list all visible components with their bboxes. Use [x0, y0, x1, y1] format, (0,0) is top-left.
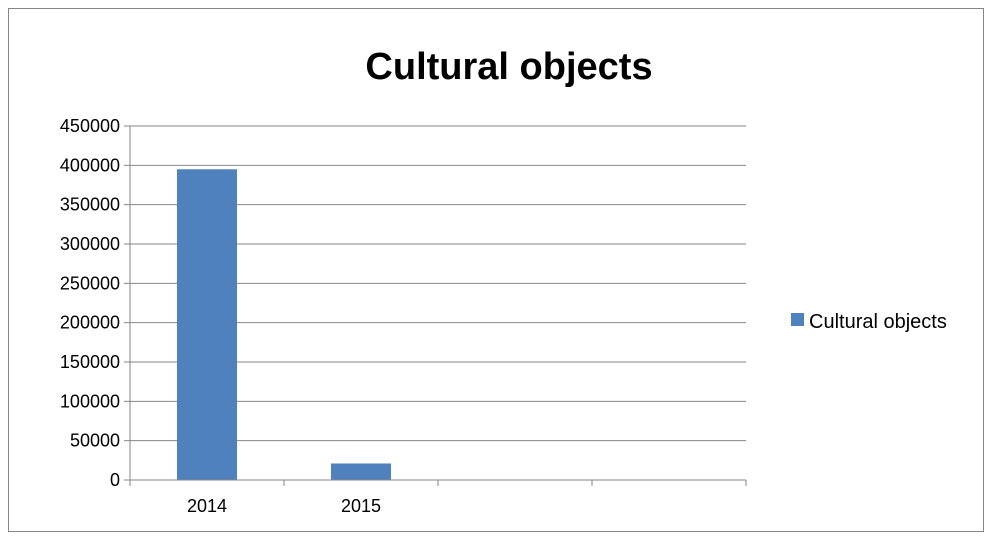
- y-axis-ticks: 0 50000 100000 150000 200000 250000 300000 3500…: [60, 116, 130, 490]
- y-tick-label: 250000: [60, 273, 120, 293]
- y-tick-label: 400000: [60, 155, 120, 175]
- y-tick-label: 50000: [70, 431, 120, 451]
- bar-2015: [330, 463, 392, 480]
- y-tick-label: 300000: [60, 234, 120, 254]
- y-tick-label: 350000: [60, 195, 120, 215]
- x-tick-label-2015: 2015: [341, 496, 381, 516]
- chart-title: Cultural objects: [365, 46, 652, 88]
- chart-frame: [8, 8, 984, 532]
- y-tick-label: 150000: [60, 352, 120, 372]
- legend-label: Cultural objects: [809, 311, 947, 333]
- bar-2014: [176, 169, 238, 480]
- bars: [176, 169, 392, 480]
- x-tick-label-2014: 2014: [187, 496, 227, 516]
- y-tick-label: 200000: [60, 313, 120, 333]
- x-axis-ticks: 2014 2015: [129, 480, 747, 516]
- legend: Cultural objects: [791, 311, 947, 333]
- y-tick-label: 100000: [60, 391, 120, 411]
- legend-swatch: [791, 313, 804, 326]
- y-tick-label: 450000: [60, 116, 120, 136]
- y-tick-label: 0: [110, 470, 120, 490]
